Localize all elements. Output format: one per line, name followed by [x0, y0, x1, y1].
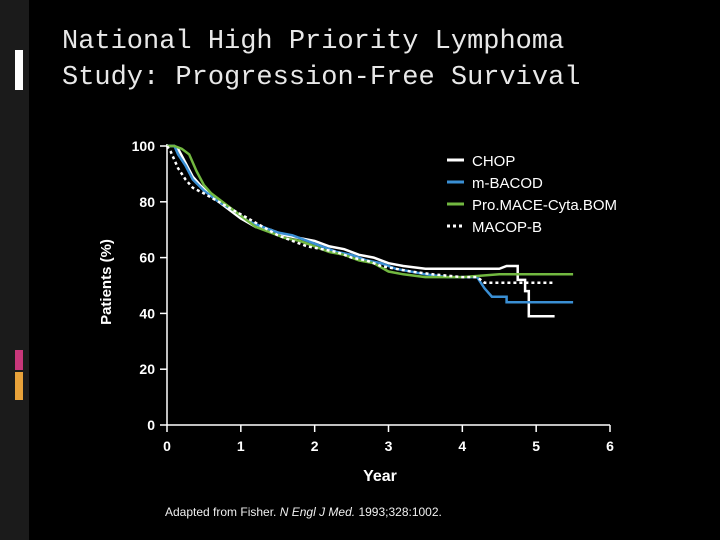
y-tick-label-80: 80 — [139, 194, 155, 210]
x-axis-label: Year — [363, 468, 397, 485]
deco-stripe-orange — [15, 372, 23, 400]
caption-prefix: Adapted from Fisher. — [165, 505, 280, 519]
deco-stripe-white — [15, 50, 23, 90]
deco-stripe-pink — [15, 350, 23, 370]
slide-title-line-1: National High Priority Lymphoma — [62, 27, 565, 57]
series-line-chop — [167, 144, 555, 318]
x-tick-label-0: 0 — [163, 438, 171, 454]
x-tick-label-3: 3 — [385, 438, 393, 454]
y-tick-label-60: 60 — [139, 250, 155, 266]
y-tick-label-20: 20 — [139, 361, 155, 377]
source-caption: Adapted from Fisher. N Engl J Med. 1993;… — [165, 505, 442, 519]
x-tick-label-1: 1 — [237, 438, 245, 454]
legend-label-0: CHOP — [472, 153, 515, 170]
x-tick-label-4: 4 — [458, 438, 466, 454]
series-line-pro-mace-cyta-bom — [167, 144, 574, 279]
legend-label-3: MACOP-B — [472, 219, 542, 236]
x-tick-label-6: 6 — [606, 438, 614, 454]
series-line-m-bacod — [167, 144, 574, 304]
y-tick-label-100: 100 — [132, 138, 156, 154]
legend-label-2: Pro.MACE-Cyta.BOM — [472, 197, 617, 214]
x-tick-label-5: 5 — [532, 438, 540, 454]
x-tick-label-2: 2 — [311, 438, 319, 454]
series-line-macop-b — [165, 145, 555, 284]
slide-title: National High Priority Lymphoma Study: P… — [62, 24, 580, 96]
y-tick-label-40: 40 — [139, 305, 155, 321]
left-accent-bar — [0, 0, 29, 540]
caption-journal: N Engl J Med. — [279, 505, 356, 519]
y-tick-label-0: 0 — [147, 417, 155, 433]
slide-title-line-2: Study: Progression-Free Survival — [62, 63, 581, 93]
legend-label-1: m-BACOD — [472, 175, 543, 192]
y-axis-label: Patients (%) — [98, 239, 115, 325]
caption-suffix: 1993;328:1002. — [355, 505, 442, 519]
